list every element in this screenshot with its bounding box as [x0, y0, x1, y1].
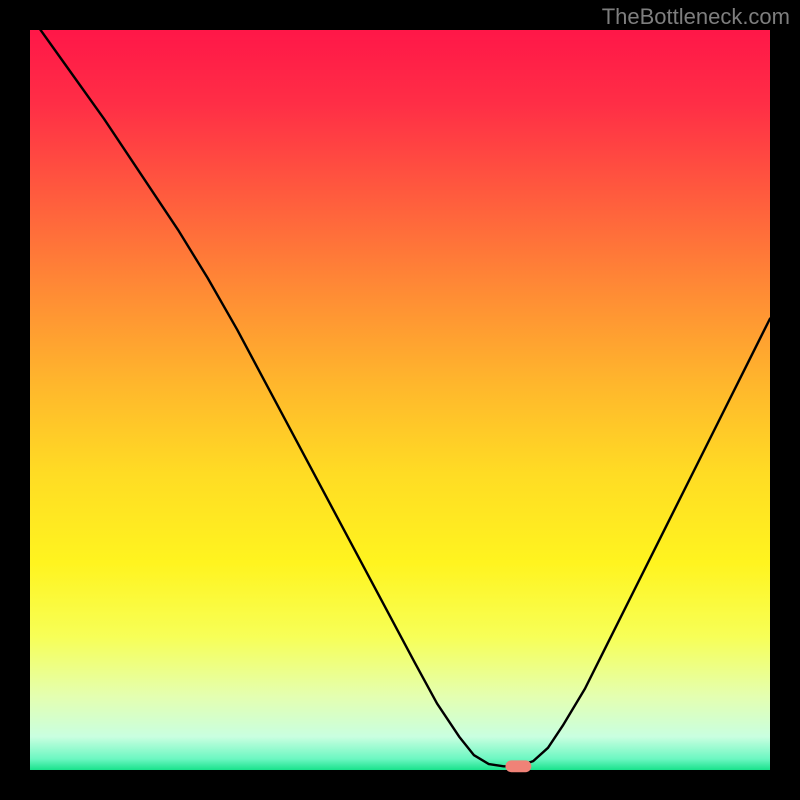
chart-container: TheBottleneck.com — [0, 0, 800, 800]
watermark-text: TheBottleneck.com — [602, 4, 790, 30]
optimal-point-marker — [505, 760, 531, 772]
plot-gradient-background — [30, 30, 770, 770]
bottleneck-curve-chart — [0, 0, 800, 800]
